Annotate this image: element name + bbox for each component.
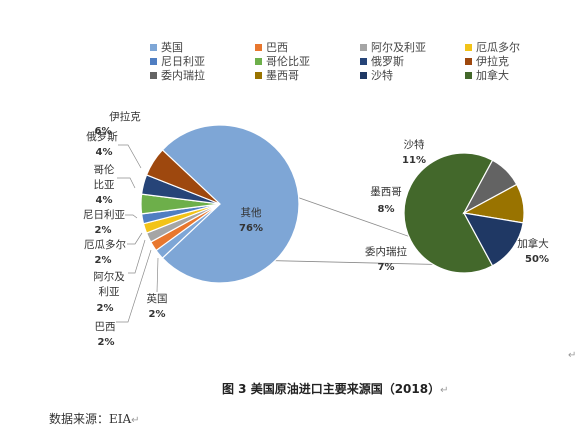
legend-swatch	[150, 57, 157, 65]
label-uk-name: 英国	[147, 292, 168, 305]
legend-label: 厄瓜多尔	[476, 41, 520, 54]
legend-item: 俄罗斯	[360, 54, 404, 68]
label-algeria-pct: 2%	[97, 303, 114, 314]
legend-label: 加拿大	[476, 69, 509, 82]
legend-swatch	[360, 43, 367, 51]
sub-pie-labels: 沙特 11% 墨西哥 8% 委内瑞拉 7% 加拿大 50%	[365, 139, 549, 273]
label-other-name: 其他	[241, 206, 262, 219]
label-colombia-name-1: 哥伦	[94, 163, 115, 176]
label-iraq-name: 伊拉克	[109, 110, 141, 123]
legend-label: 委内瑞拉	[161, 69, 205, 82]
caption-paragraph-mark: ↵	[440, 385, 449, 396]
legend-item: 厄瓜多尔	[465, 40, 520, 54]
leader-line	[128, 239, 146, 274]
label-iraq-pct: 6%	[95, 126, 112, 137]
legend-swatch	[360, 57, 367, 65]
legend-label: 伊拉克	[476, 55, 509, 68]
label-nigeria-name: 尼日利亚	[83, 209, 125, 221]
legend-label: 墨西哥	[266, 69, 299, 82]
pie-slice	[161, 124, 300, 284]
legend-item: 加拿大	[465, 68, 509, 82]
legend-item: 沙特	[360, 68, 393, 82]
label-colombia-name-2: 比亚	[94, 178, 115, 191]
label-brazil-name: 巴西	[95, 321, 116, 333]
figure-caption: 图 3 美国原油进口主要来源国（2018）↵	[222, 380, 449, 397]
label-venezuela-pct: 7%	[378, 262, 395, 273]
legend-label: 尼日利亚	[161, 55, 205, 68]
legend-swatch	[150, 71, 157, 79]
paragraph-mark: ↵	[568, 350, 577, 361]
legend-swatch	[255, 57, 262, 65]
label-nigeria-pct: 2%	[95, 225, 112, 236]
legend-item: 委内瑞拉	[150, 68, 205, 82]
leader-lines	[116, 144, 159, 323]
legend-swatch	[255, 71, 262, 79]
label-saudi-pct: 11%	[402, 155, 426, 166]
label-other-pct: 76%	[239, 223, 263, 234]
legend-label: 俄罗斯	[371, 55, 404, 68]
main-pie	[140, 124, 300, 284]
label-algeria-name-2: 利亚	[99, 286, 120, 298]
main-pie-labels: 伊拉克 6%俄罗斯 4% 哥伦比亚 4% 尼日利亚 2% 厄瓜多尔 2% 阿尔及利亚 2% 巴西 2% 英…	[83, 110, 263, 348]
pie-slice	[403, 152, 494, 274]
legend-swatch	[465, 71, 472, 79]
legend-swatch	[465, 57, 472, 65]
label-russia-name: 俄罗斯	[86, 130, 118, 143]
legend-label: 沙特	[371, 69, 393, 82]
pie-slice	[462, 212, 524, 267]
label-ecuador-name: 厄瓜多尔	[84, 238, 126, 251]
pie-slice	[145, 149, 221, 205]
label-mexico-pct: 8%	[378, 204, 395, 215]
legend-item: 英国	[150, 40, 183, 54]
leader-line	[118, 144, 142, 169]
label-uk-pct: 2%	[149, 309, 166, 320]
caption-text: 图 3 美国原油进口主要来源国（2018）	[222, 382, 441, 396]
label-mexico-name: 墨西哥	[370, 186, 402, 198]
legend-item: 尼日利亚	[150, 54, 205, 68]
source-text: 数据来源：EIA	[49, 412, 132, 426]
source-paragraph-mark: ↵	[131, 415, 140, 426]
legend-label: 阿尔及利亚	[371, 41, 426, 54]
legend-item: 哥伦比亚	[255, 54, 310, 68]
legend-swatch	[465, 43, 472, 51]
legend-item: 伊拉克	[465, 54, 509, 68]
label-colombia-pct: 4%	[96, 195, 113, 206]
data-source: 数据来源：EIA↵	[49, 410, 140, 427]
leader-line	[156, 257, 159, 293]
label-saudi-name: 沙特	[404, 139, 425, 151]
label-venezuela-name: 委内瑞拉	[365, 245, 407, 258]
label-brazil-pct: 2%	[98, 337, 115, 348]
label-canada-pct: 50%	[525, 254, 549, 265]
sub-pie	[403, 152, 525, 274]
legend-item: 巴西	[255, 40, 288, 54]
label-ecuador-pct: 2%	[95, 255, 112, 266]
legend-label: 哥伦比亚	[266, 55, 310, 68]
legend-swatch	[360, 71, 367, 79]
legend-swatch	[255, 43, 262, 51]
leader-line	[117, 177, 136, 189]
legend-item: 阿尔及利亚	[360, 40, 426, 54]
leader-line	[125, 214, 138, 219]
label-russia-pct: 4%	[96, 147, 113, 158]
legend-label: 英国	[161, 41, 183, 54]
legend-item: 墨西哥	[255, 68, 299, 82]
leader-line	[116, 249, 152, 323]
label-canada-name: 加拿大	[517, 237, 549, 250]
leader-line	[127, 232, 143, 245]
legend-swatch	[150, 43, 157, 51]
label-algeria-name-1: 阿尔及	[93, 270, 125, 283]
legend-label: 巴西	[266, 41, 288, 54]
